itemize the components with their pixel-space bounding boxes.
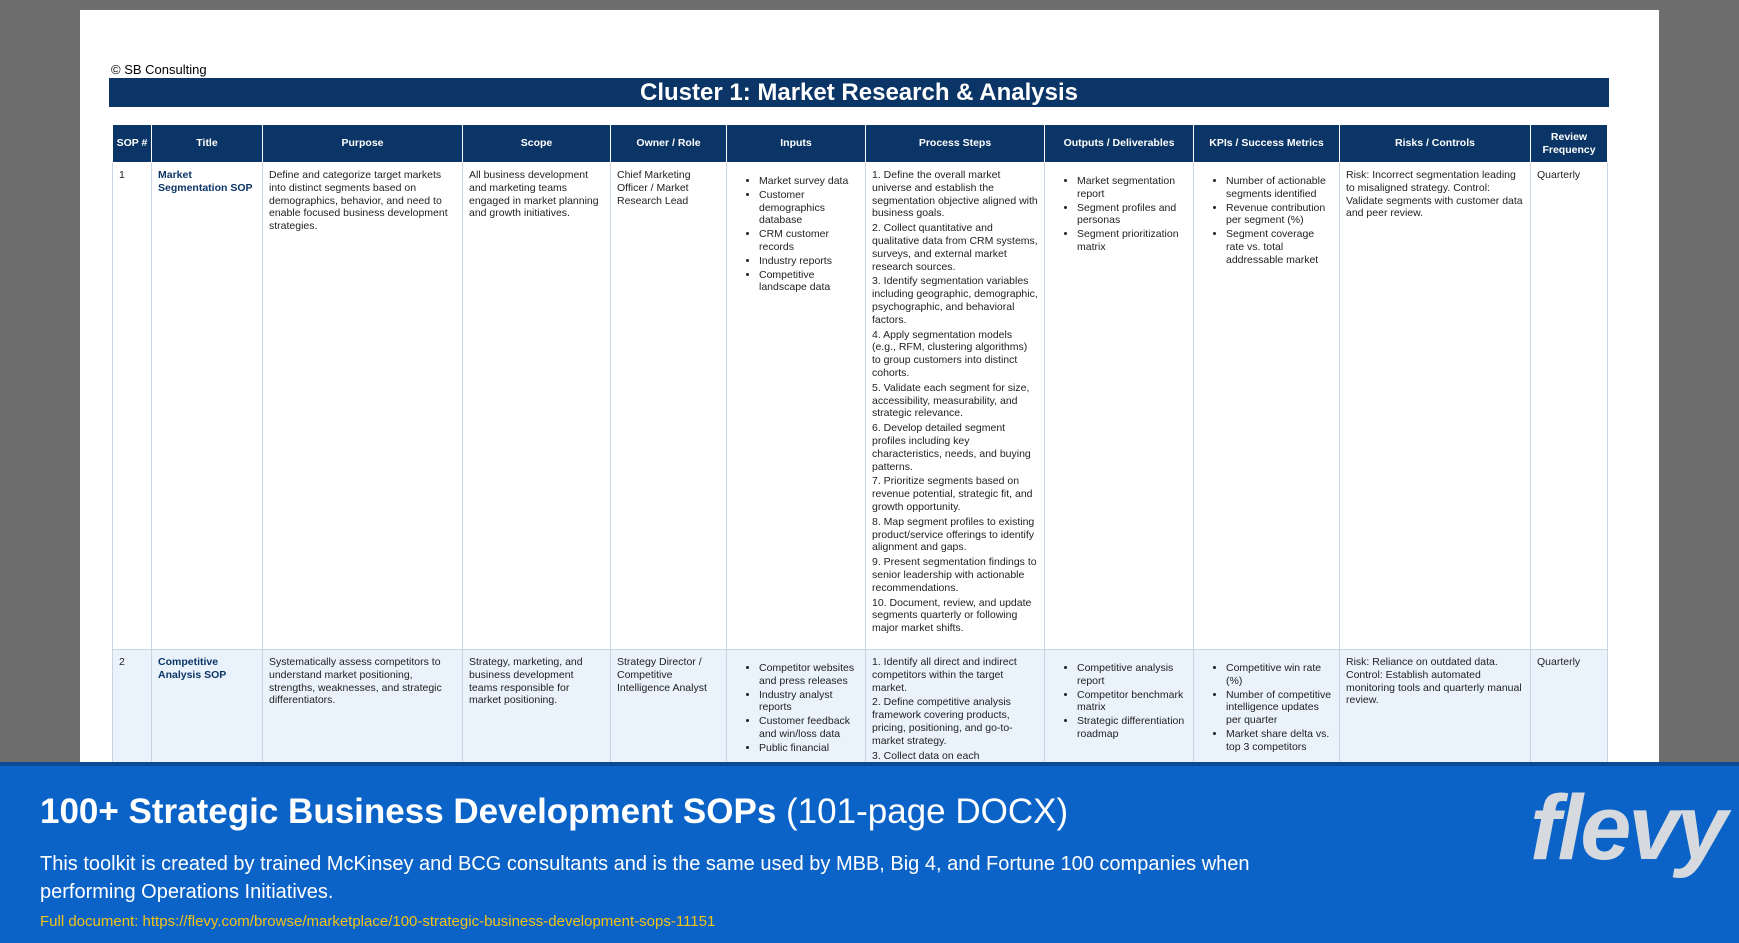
subtitle: (101-page DOCX) <box>786 792 1069 831</box>
list-item: Industry analyst reports <box>759 689 859 715</box>
column-header: SOP # <box>112 124 152 163</box>
list-item: Segment coverage rate vs. total addressa… <box>1226 228 1333 266</box>
cell: Quarterly <box>1530 649 1608 762</box>
bullet-list: Competitive analysis reportCompetitor be… <box>1051 662 1187 741</box>
cell: Market Segmentation SOP <box>151 162 263 650</box>
cell: Number of actionable segments identified… <box>1193 162 1340 650</box>
table-row: 2 Competitive Analysis SOP Systematically … <box>112 649 1608 762</box>
document-link[interactable]: Full document: https://flevy.com/browse/… <box>40 913 716 930</box>
cell: All business development and marketing t… <box>462 162 611 650</box>
column-header: Process Steps <box>865 124 1045 163</box>
sop-table: SOP # Title Purpose Scope Owner / Role Inputs… <box>112 124 1608 762</box>
bullet-list: Market survey dataCustomer demographics … <box>733 175 859 294</box>
cell: Competitor websites and press releasesIn… <box>726 649 866 762</box>
cell: 1. Define the overall market universe an… <box>865 162 1045 650</box>
header-row: SOP # Title Purpose Scope Owner / Role Inputs… <box>112 124 1608 163</box>
process-step: 2. Define competitive analysis framework… <box>872 696 1013 747</box>
column-header: Purpose <box>262 124 463 163</box>
column-header: Scope <box>462 124 611 163</box>
list-item: Competitor benchmark matrix <box>1077 689 1187 715</box>
cell: 1. Identify all direct and indirect comp… <box>865 649 1045 762</box>
column-header: Review Frequency <box>1530 124 1608 163</box>
cell: Quarterly <box>1530 162 1608 650</box>
cell: Chief Marketing Officer / Market Researc… <box>610 162 727 650</box>
cell: 2 <box>112 649 152 762</box>
list-item: Strategic differentiation roadmap <box>1077 715 1187 741</box>
list-item: Industry reports <box>759 255 859 268</box>
copyright: © SB Consulting <box>111 62 207 77</box>
list-item: Market segmentation report <box>1077 175 1187 201</box>
process-step: 3. Collect data on each <box>872 749 980 762</box>
process-step: 3. Identify segmentation variables inclu… <box>872 275 1038 326</box>
column-header: Title <box>151 124 263 163</box>
process-step: 4. Apply segmentation models (e.g., RFM,… <box>872 328 1028 379</box>
cell: Market segmentation reportSegment profil… <box>1044 162 1194 650</box>
column-header: Risks / Controls <box>1339 124 1531 163</box>
list-item: Competitive analysis report <box>1077 662 1187 688</box>
process-step: 6. Develop detailed segment profiles inc… <box>872 422 1031 473</box>
bullet-list: Number of actionable segments identified… <box>1200 175 1333 267</box>
cluster-title: Cluster 1: Market Research & Analysis <box>109 78 1609 107</box>
list-item: Segment prioritization matrix <box>1077 228 1187 254</box>
list-item: Customer demographics database <box>759 189 859 227</box>
bullet-list: Competitive win rate (%)Number of compet… <box>1200 662 1333 754</box>
title: 100+ Strategic Business Development SOPs <box>40 792 777 831</box>
column-header: KPIs / Success Metrics <box>1193 124 1340 163</box>
bullet-list: Market segmentation reportSegment profil… <box>1051 175 1187 254</box>
list-item: Competitive win rate (%) <box>1226 662 1333 688</box>
cell: 1 <box>112 162 152 650</box>
banner-title: 100+ Strategic Business Development SOPs… <box>40 792 1068 832</box>
list-item: Customer feedback and win/loss data <box>759 715 859 741</box>
list-item: Revenue contribution per segment (%) <box>1226 202 1333 228</box>
process-step: 1. Identify all direct and indirect comp… <box>872 656 1017 694</box>
document-page: © SB Consulting Cluster 1: Market Resear… <box>80 10 1659 762</box>
cell: Risk: Reliance on outdated data. Control… <box>1339 649 1531 762</box>
list-item: Number of actionable segments identified <box>1226 175 1333 201</box>
cell: Define and categorize target markets int… <box>262 162 463 650</box>
logo: flevy <box>1530 777 1728 879</box>
list-item: Number of competitive intelligence updat… <box>1226 689 1333 727</box>
list-item: Competitive landscape data <box>759 269 859 295</box>
table-row: 1 Market Segmentation SOP Define and categ… <box>112 162 1608 650</box>
process-step: 2. Collect quantitative and qualitative … <box>872 222 1038 273</box>
list-item: Segment profiles and personas <box>1077 202 1187 228</box>
cell: Competitive Analysis SOP <box>151 649 263 762</box>
process-step: 7. Prioritize segments based on revenue … <box>872 475 1033 513</box>
cell: Systematically assess competitors to und… <box>262 649 463 762</box>
column-header: Outputs / Deliverables <box>1044 124 1194 163</box>
list-item: Public financial <box>759 742 859 755</box>
list-item: Market survey data <box>759 175 859 188</box>
list-item: Competitor websites and press releases <box>759 662 859 688</box>
cell: Strategy Director / Competitive Intellig… <box>610 649 727 762</box>
column-header: Owner / Role <box>610 124 727 163</box>
process-step: 8. Map segment profiles to existing prod… <box>872 515 1035 554</box>
process-step: 1. Define the overall market universe an… <box>872 169 1038 220</box>
list-item: CRM customer records <box>759 228 859 254</box>
cell: Competitive analysis reportCompetitor be… <box>1044 649 1194 762</box>
cell: Market survey dataCustomer demographics … <box>726 162 866 650</box>
cell: Risk: Incorrect segmentation leading to … <box>1339 162 1531 650</box>
cell: Strategy, marketing, and business develo… <box>462 649 611 762</box>
process-step: 10. Document, review, and update segment… <box>872 596 1032 635</box>
list-item: Market share delta vs. top 3 competitors <box>1226 728 1333 754</box>
column-header: Inputs <box>726 124 866 163</box>
banner: 100+ Strategic Business Development SOPs… <box>0 762 1739 943</box>
cell: Competitive win rate (%)Number of compet… <box>1193 649 1340 762</box>
process-step: 5. Validate each segment for size, acces… <box>872 381 1030 420</box>
bullet-list: Competitor websites and press releasesIn… <box>733 662 859 755</box>
description: This toolkit is created by trained McKin… <box>40 853 1250 903</box>
process-step: 9. Present segmentation findings to seni… <box>872 556 1037 594</box>
table-body: 1 Market Segmentation SOP Define and categ… <box>112 162 1608 762</box>
